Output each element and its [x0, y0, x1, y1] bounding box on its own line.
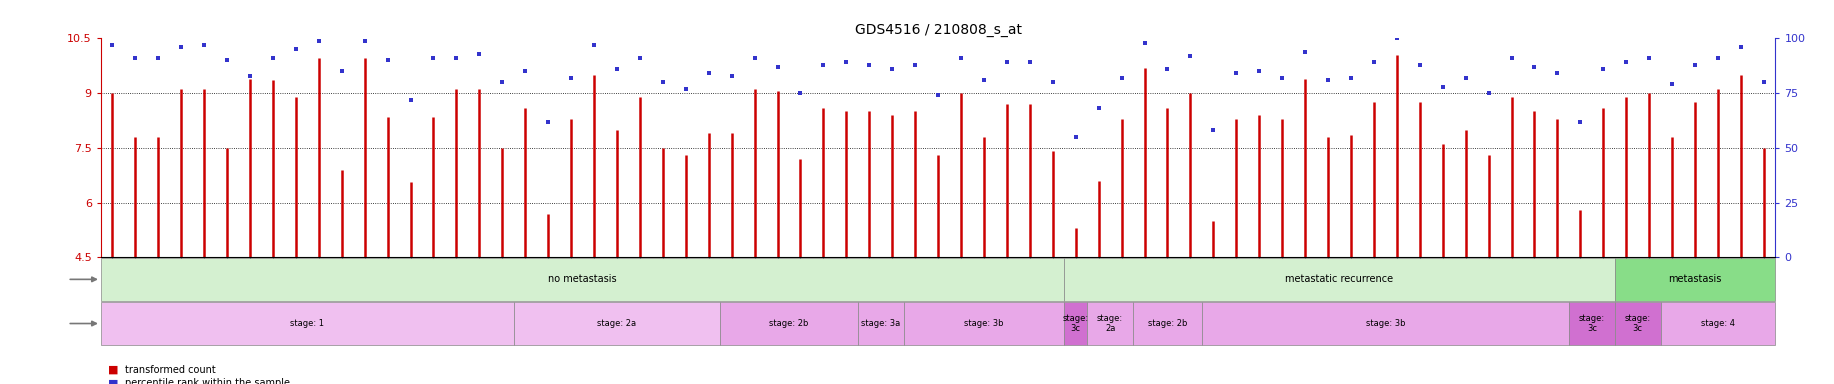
Bar — [1088, 302, 1133, 345]
Text: percentile rank within the sample: percentile rank within the sample — [125, 378, 290, 384]
Bar — [1660, 302, 1775, 345]
Bar — [1568, 302, 1614, 345]
Text: stage: 1: stage: 1 — [290, 319, 325, 328]
Text: stage: 3b: stage: 3b — [1366, 319, 1405, 328]
Bar — [1064, 258, 1614, 301]
Bar — [721, 302, 858, 345]
Text: stage: 2b: stage: 2b — [1148, 319, 1187, 328]
Bar — [1133, 302, 1201, 345]
Text: stage:
2a: stage: 2a — [1097, 314, 1122, 333]
Text: ■: ■ — [108, 365, 119, 375]
Bar — [1201, 302, 1568, 345]
Text: metastasis: metastasis — [1669, 274, 1722, 285]
Text: stage: 2b: stage: 2b — [768, 319, 809, 328]
Bar — [904, 302, 1064, 345]
Text: stage:
3c: stage: 3c — [1579, 314, 1605, 333]
Text: stage: 2a: stage: 2a — [598, 319, 636, 328]
Bar — [1614, 302, 1660, 345]
Text: stage: 3b: stage: 3b — [965, 319, 1003, 328]
Text: transformed count: transformed count — [125, 365, 215, 375]
Text: stage:
3c: stage: 3c — [1062, 314, 1089, 333]
Bar — [1614, 258, 1775, 301]
Text: metastatic recurrence: metastatic recurrence — [1286, 274, 1394, 285]
Text: stage: 4: stage: 4 — [1700, 319, 1735, 328]
Text: ■: ■ — [108, 378, 119, 384]
Bar — [858, 302, 904, 345]
Bar — [514, 302, 721, 345]
Title: GDS4516 / 210808_s_at: GDS4516 / 210808_s_at — [855, 23, 1022, 37]
Bar — [101, 302, 514, 345]
Text: no metastasis: no metastasis — [548, 274, 616, 285]
Text: stage:
3c: stage: 3c — [1625, 314, 1651, 333]
Bar — [101, 258, 1064, 301]
Bar — [1064, 302, 1088, 345]
Text: stage: 3a: stage: 3a — [862, 319, 900, 328]
